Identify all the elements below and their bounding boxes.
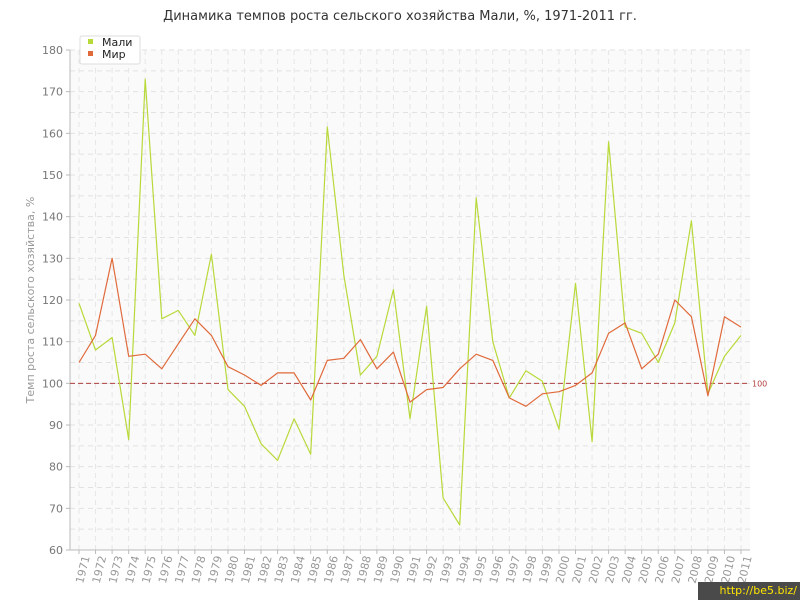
chart-title: Динамика темпов роста сельского хозяйств… [163, 9, 637, 24]
reference-line-label: 100 [752, 379, 767, 388]
y-tick-label: 110 [42, 336, 63, 349]
y-tick-label: 140 [42, 211, 63, 224]
y-tick-label: 130 [42, 252, 63, 265]
series-group [78, 78, 742, 526]
y-tick-label: 80 [49, 461, 63, 474]
reference-line-group: 100 [70, 379, 767, 388]
x-tick-label: 2011 [735, 554, 754, 584]
y-tick-label: 160 [42, 127, 63, 140]
legend-label-mali: Мали [102, 36, 132, 49]
y-tick-label: 70 [49, 502, 63, 515]
watermark-link[interactable]: http://be5.biz/ [698, 582, 800, 600]
y-tick-label: 120 [42, 294, 63, 307]
legend-box [79, 35, 141, 65]
y-tick-label: 90 [49, 419, 63, 432]
y-tick-label: 100 [42, 377, 63, 390]
legend-swatch-mali [88, 39, 93, 44]
y-tick-label: 150 [42, 169, 63, 182]
y-axis-label: Темп роста сельского хозяйства, % [24, 197, 37, 405]
series-line-world [78, 257, 742, 407]
y-tick-label: 60 [49, 544, 63, 557]
grid [70, 49, 750, 551]
legend: Мали Мир [79, 35, 141, 65]
legend-label-world: Мир [102, 48, 126, 61]
y-tick-label: 180 [42, 44, 63, 57]
y-tick-label: 170 [42, 86, 63, 99]
legend-swatch-world [88, 51, 93, 56]
